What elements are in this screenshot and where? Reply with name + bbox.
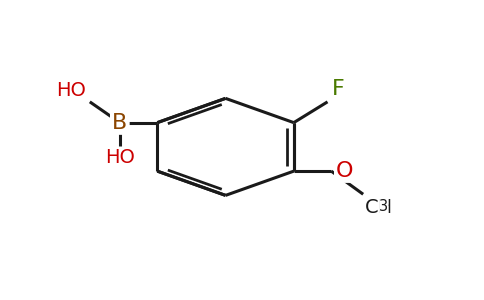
Text: HO: HO	[105, 148, 135, 167]
Text: O: O	[336, 161, 353, 181]
Text: 3: 3	[379, 199, 388, 214]
Text: CH: CH	[365, 198, 393, 217]
Text: HO: HO	[56, 80, 86, 100]
Text: B: B	[112, 112, 127, 133]
Text: F: F	[332, 79, 345, 99]
